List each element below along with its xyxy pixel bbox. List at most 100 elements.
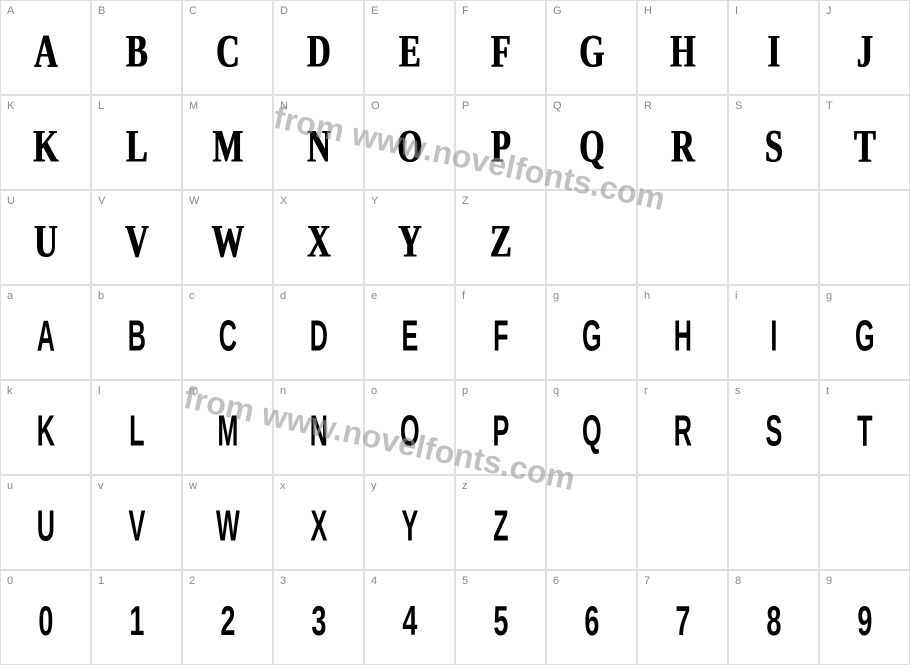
char-cell: LL: [91, 95, 182, 190]
cell-key-label: Q: [553, 100, 562, 112]
char-cell: HH: [637, 0, 728, 95]
char-cell: NN: [273, 95, 364, 190]
cell-key-label: B: [98, 5, 105, 17]
cell-key-label: t: [826, 385, 829, 397]
cell-key-label: 9: [826, 575, 832, 587]
char-cell: oO: [364, 380, 455, 475]
cell-key-label: U: [7, 195, 15, 207]
cell-key-label: v: [98, 480, 104, 492]
cell-glyph: K: [5, 123, 85, 170]
char-cell: fF: [455, 285, 546, 380]
cell-glyph: G: [833, 314, 895, 357]
cell-glyph: K: [14, 409, 76, 452]
cell-glyph: E: [369, 28, 449, 75]
cell-key-label: F: [462, 5, 469, 17]
cell-glyph: T: [824, 123, 904, 170]
cell-key-label: k: [7, 385, 13, 397]
cell-key-label: X: [280, 195, 287, 207]
char-cell: hH: [637, 285, 728, 380]
cell-glyph: S: [733, 123, 813, 170]
cell-glyph: U: [5, 218, 85, 265]
cell-key-label: H: [644, 5, 652, 17]
cell-glyph: Z: [469, 504, 531, 547]
cell-key-label: D: [280, 5, 288, 17]
char-cell: mM: [182, 380, 273, 475]
char-cell: 44: [364, 570, 455, 665]
cell-key-label: m: [189, 385, 198, 397]
cell-key-label: 7: [644, 575, 650, 587]
cell-glyph: Y: [369, 218, 449, 265]
char-cell: tT: [819, 380, 910, 475]
char-cell: zZ: [455, 475, 546, 570]
char-cell: [637, 475, 728, 570]
cell-key-label: T: [826, 100, 833, 112]
cell-glyph: A: [14, 314, 76, 357]
cell-glyph: 7: [649, 600, 716, 641]
char-cell: 55: [455, 570, 546, 665]
char-cell: KK: [0, 95, 91, 190]
char-cell: aA: [0, 285, 91, 380]
char-cell: xX: [273, 475, 364, 570]
char-cell: JJ: [819, 0, 910, 95]
cell-key-label: J: [826, 5, 832, 17]
cell-glyph: J: [824, 28, 904, 75]
char-cell: eE: [364, 285, 455, 380]
char-cell: gG: [546, 285, 637, 380]
cell-key-label: x: [280, 480, 286, 492]
cell-glyph: L: [96, 123, 176, 170]
cell-key-label: Z: [462, 195, 469, 207]
char-cell: 77: [637, 570, 728, 665]
char-cell: FF: [455, 0, 546, 95]
cell-glyph: N: [278, 123, 358, 170]
cell-glyph: H: [651, 314, 713, 357]
cell-glyph: 0: [12, 600, 79, 641]
cell-key-label: o: [371, 385, 377, 397]
cell-glyph: 2: [194, 600, 261, 641]
cell-glyph: H: [642, 28, 722, 75]
cell-key-label: A: [7, 5, 14, 17]
char-cell: [546, 475, 637, 570]
cell-key-label: G: [553, 5, 562, 17]
cell-key-label: V: [98, 195, 105, 207]
cell-glyph: R: [651, 409, 713, 452]
char-cell: [637, 190, 728, 285]
cell-key-label: K: [7, 100, 14, 112]
cell-glyph: 4: [376, 600, 443, 641]
cell-key-label: P: [462, 100, 469, 112]
char-cell: sS: [728, 380, 819, 475]
cell-key-label: 0: [7, 575, 13, 587]
cell-glyph: C: [196, 314, 258, 357]
cell-glyph: I: [742, 314, 804, 357]
char-cell: PP: [455, 95, 546, 190]
cell-glyph: Q: [560, 409, 622, 452]
cell-glyph: W: [187, 218, 267, 265]
char-cell: MM: [182, 95, 273, 190]
char-cell: WW: [182, 190, 273, 285]
char-cell: UU: [0, 190, 91, 285]
char-cell: XX: [273, 190, 364, 285]
cell-glyph: O: [378, 409, 440, 452]
char-cell: SS: [728, 95, 819, 190]
cell-glyph: G: [560, 314, 622, 357]
cell-glyph: 8: [740, 600, 807, 641]
char-cell: OO: [364, 95, 455, 190]
cell-glyph: L: [105, 409, 167, 452]
cell-glyph: 6: [558, 600, 625, 641]
char-cell: YY: [364, 190, 455, 285]
cell-glyph: V: [105, 504, 167, 547]
char-cell: [546, 190, 637, 285]
char-cell: wW: [182, 475, 273, 570]
cell-key-label: g: [826, 290, 832, 302]
char-cell: dD: [273, 285, 364, 380]
cell-glyph: Q: [551, 123, 631, 170]
cell-key-label: b: [98, 290, 104, 302]
char-cell: nN: [273, 380, 364, 475]
cell-glyph: C: [187, 28, 267, 75]
cell-glyph: D: [287, 314, 349, 357]
char-cell: VV: [91, 190, 182, 285]
char-cell: iI: [728, 285, 819, 380]
char-cell: [819, 190, 910, 285]
cell-glyph: F: [460, 28, 540, 75]
cell-key-label: f: [462, 290, 465, 302]
char-cell: lL: [91, 380, 182, 475]
